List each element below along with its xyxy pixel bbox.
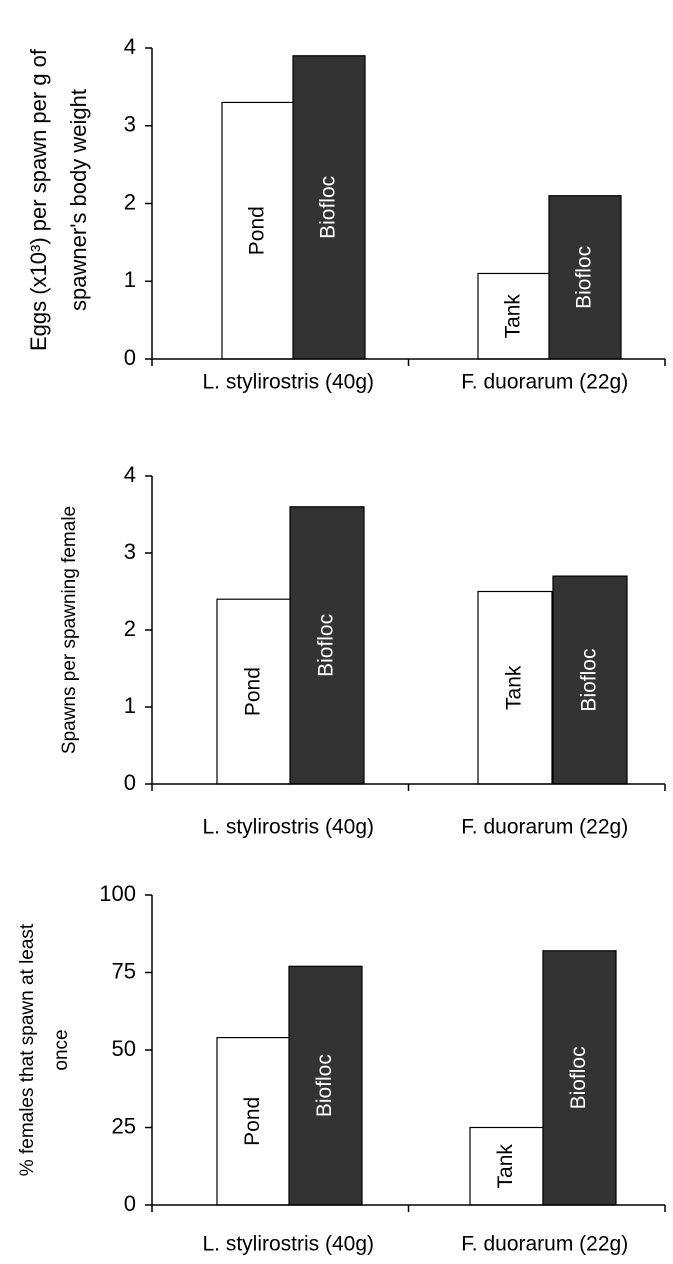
y-axis-label: Eggs (x10³) per spawn per g of — [26, 48, 51, 351]
bar — [552, 575, 628, 785]
bar-label: Biofloc — [578, 649, 601, 712]
bar-label: Tank — [502, 294, 525, 339]
y-tick-label: 0 — [124, 345, 136, 370]
bar-label: Biofloc — [315, 614, 338, 677]
bar — [469, 1126, 544, 1206]
x-tick-label: F. duorarum (22g) — [461, 371, 628, 394]
y-axis-label: once — [51, 1029, 72, 1070]
bar-label: Pond — [246, 206, 269, 255]
y-axis-label: spawner's body weight — [66, 89, 91, 311]
y-tick-label: 4 — [124, 34, 136, 59]
y-axis-label: Spawns per spawning female — [59, 506, 80, 754]
bar — [221, 101, 295, 360]
y-tick-label: 3 — [124, 539, 136, 564]
bar — [288, 965, 363, 1206]
x-tick-label: L. stylirostris (40g) — [202, 1233, 374, 1256]
y-tick-label: 25 — [112, 1113, 136, 1138]
y-tick-label: 75 — [112, 958, 136, 983]
bar-label: Pond — [241, 1097, 264, 1146]
bar — [477, 272, 551, 360]
x-tick-label: L. stylirostris (40g) — [202, 816, 374, 839]
bar — [289, 506, 365, 785]
y-tick-label: 100 — [99, 881, 136, 906]
bar — [292, 55, 366, 360]
bar-label: Pond — [242, 667, 265, 716]
x-tick-label: L. stylirostris (40g) — [202, 371, 374, 394]
chart-panel: Pond Biofloc Tank Biofloc 0 1 2 3 4 L. stylirostr… — [59, 462, 666, 839]
bar-label: Tank — [494, 1144, 517, 1189]
bar-label: Biofloc — [313, 1054, 336, 1117]
bar — [542, 950, 617, 1206]
y-tick-label: 0 — [124, 1191, 136, 1216]
bar-label: Biofloc — [573, 246, 596, 309]
y-tick-label: 4 — [124, 462, 136, 487]
bar-label: Biofloc — [567, 1046, 590, 1109]
y-axis-label: % females that spawn at least — [17, 923, 38, 1176]
bar-label: Tank — [503, 665, 526, 710]
bar-label: Biofloc — [317, 176, 340, 239]
y-tick-label: 2 — [124, 189, 136, 214]
y-tick-label: 50 — [112, 1036, 136, 1061]
y-tick-label: 1 — [124, 267, 136, 292]
chart-panel: Pond Biofloc Tank Biofloc 0 25 50 75 100 L. styli… — [17, 881, 666, 1256]
x-tick-label: F. duorarum (22g) — [461, 816, 628, 839]
y-tick-label: 0 — [124, 770, 136, 795]
chart-panel: Pond Biofloc Tank Biofloc 0 1 2 3 4 L. stylirostr… — [26, 34, 666, 394]
x-tick-label: F. duorarum (22g) — [461, 1233, 628, 1256]
y-tick-label: 3 — [124, 112, 136, 137]
bar — [216, 598, 292, 785]
bar — [477, 590, 553, 785]
bar — [216, 1036, 291, 1206]
bar — [548, 195, 622, 360]
y-tick-label: 2 — [124, 616, 136, 641]
y-tick-label: 1 — [124, 693, 136, 718]
